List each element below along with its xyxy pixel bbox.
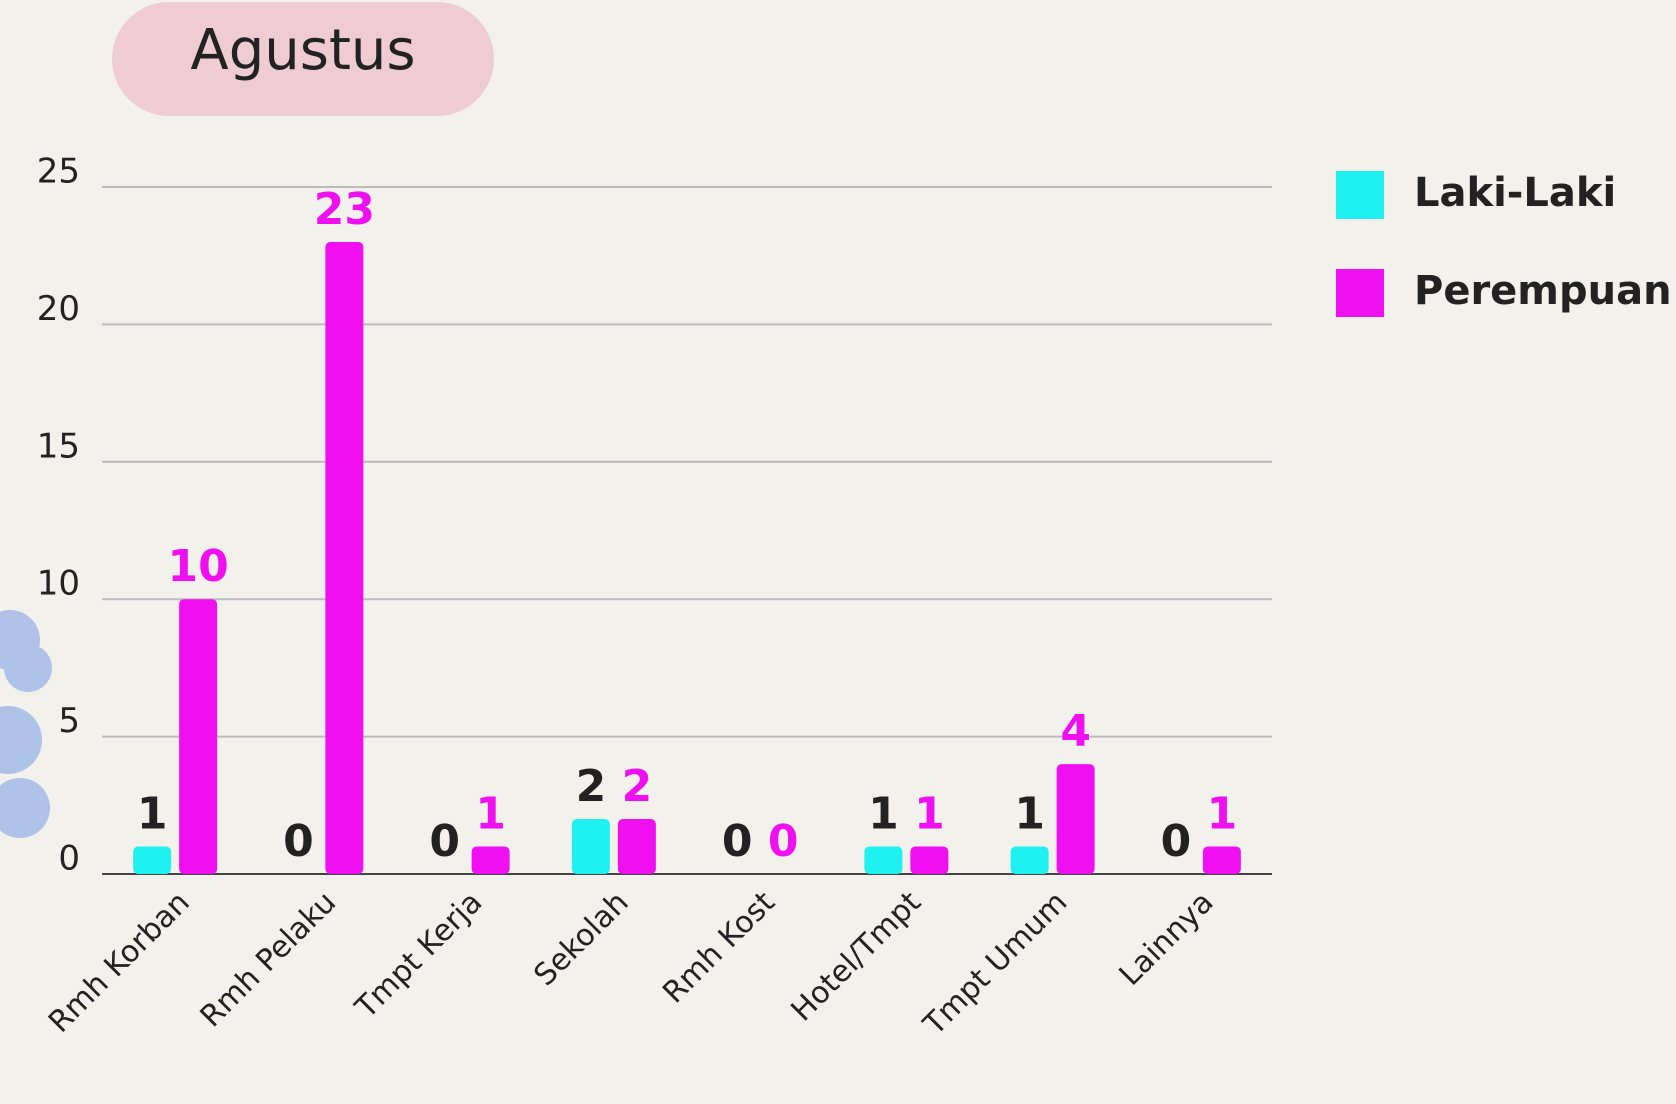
value-label: 0 <box>768 816 799 867</box>
legend-label: Laki-Laki <box>1414 170 1616 216</box>
value-label: 0 <box>429 816 460 867</box>
value-label: 0 <box>722 816 753 867</box>
legend-label: Perempuan <box>1414 268 1672 314</box>
y-tick-label: 15 <box>37 426 80 466</box>
value-label: 1 <box>137 789 168 840</box>
bar <box>864 846 903 874</box>
y-tick-label: 10 <box>37 564 80 604</box>
value-label: 23 <box>314 184 375 235</box>
bar <box>1010 846 1049 874</box>
y-tick-label: 5 <box>58 701 80 741</box>
chart-title: Agustus <box>190 18 415 83</box>
y-tick-label: 25 <box>37 152 80 192</box>
value-label: 4 <box>1060 706 1091 757</box>
value-label: 10 <box>168 541 229 592</box>
y-tick-label: 20 <box>37 289 80 329</box>
value-label: 2 <box>576 761 607 812</box>
value-label: 1 <box>868 789 899 840</box>
bar <box>471 846 510 874</box>
bar <box>910 846 949 874</box>
bar <box>617 819 656 874</box>
value-label: 1 <box>1207 789 1238 840</box>
value-label: 1 <box>1014 789 1045 840</box>
legend-swatch <box>1336 269 1384 317</box>
value-label: 0 <box>1161 816 1192 867</box>
bar <box>179 599 218 874</box>
value-label: 0 <box>283 816 314 867</box>
bar <box>1056 764 1095 874</box>
value-label: 1 <box>914 789 945 840</box>
bar <box>325 241 364 874</box>
bar <box>1202 846 1241 874</box>
value-label: 1 <box>475 789 506 840</box>
value-label: 2 <box>622 761 653 812</box>
bar <box>133 846 172 874</box>
bar <box>571 819 610 874</box>
decoration <box>0 610 52 838</box>
legend-swatch <box>1336 171 1384 219</box>
title-pill <box>112 2 494 116</box>
y-tick-label: 0 <box>58 839 80 879</box>
